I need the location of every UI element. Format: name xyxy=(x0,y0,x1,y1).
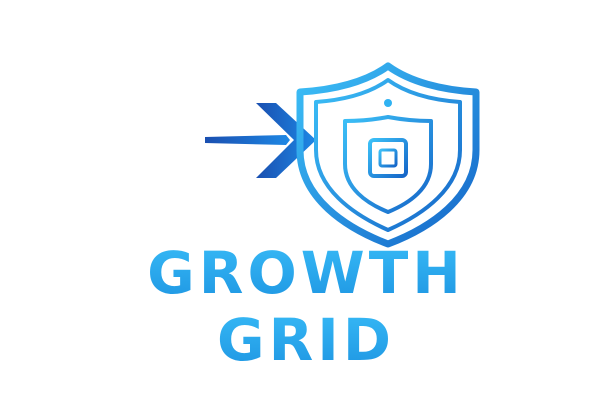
arrow-icon xyxy=(205,103,316,178)
logo-name-line-1: GROWTH xyxy=(0,244,612,302)
grid-icon xyxy=(343,99,433,214)
logo-name-line-2: GRID xyxy=(0,311,612,369)
shield-icon xyxy=(296,62,480,248)
logo-mark xyxy=(205,62,480,248)
